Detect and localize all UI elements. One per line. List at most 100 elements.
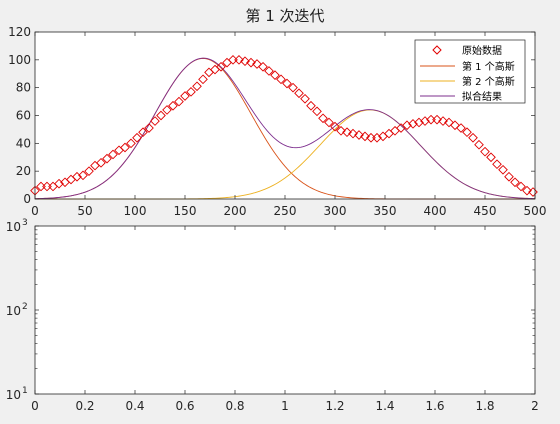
y-tick-label: 10 xyxy=(6,388,21,402)
data-point xyxy=(258,61,268,72)
data-point xyxy=(276,74,286,85)
y-tick-label: 0 xyxy=(23,192,31,206)
data-point xyxy=(198,74,208,85)
x-tick-label: 400 xyxy=(424,204,447,218)
data-point xyxy=(348,128,358,139)
data-point xyxy=(354,130,364,140)
x-tick-label: 1.8 xyxy=(475,399,494,413)
data-point xyxy=(330,121,340,132)
data-point xyxy=(408,119,418,129)
data-point xyxy=(474,139,484,150)
data-point xyxy=(126,138,136,149)
data-point xyxy=(456,123,466,133)
data-point xyxy=(306,100,316,111)
data-point xyxy=(372,132,382,143)
y-tick-label: 10 xyxy=(6,220,21,234)
data-point xyxy=(72,171,82,182)
top-data-points xyxy=(30,54,538,197)
legend-item-data: 原始数据 xyxy=(432,44,502,57)
y-tick-label: 80 xyxy=(16,81,31,95)
data-point xyxy=(144,123,154,133)
data-point xyxy=(420,116,430,126)
data-point xyxy=(234,54,244,65)
y-tick-exponent: 2 xyxy=(22,302,28,312)
data-point xyxy=(240,56,250,67)
data-point xyxy=(312,106,322,117)
data-point xyxy=(162,105,172,115)
data-point xyxy=(360,131,370,142)
x-tick-label: 250 xyxy=(274,204,297,218)
legend-item-gauss2: 第 2 个高斯 xyxy=(420,75,515,88)
data-point xyxy=(486,152,496,163)
bottom-x-ticks: 0 0.2 0.4 0.6 0.8 1 1.2 1.4 1.6 1.8 2 xyxy=(31,226,539,413)
x-tick-label: 200 xyxy=(224,204,247,218)
data-point xyxy=(216,61,226,72)
legend-item-fit: 拟合结果 xyxy=(420,90,502,103)
legend-label-gauss1: 第 1 个高斯 xyxy=(462,60,515,73)
data-point xyxy=(264,66,274,76)
data-point xyxy=(438,116,448,126)
y-tick-exponent: 3 xyxy=(22,218,28,228)
data-point xyxy=(84,166,94,177)
top-x-ticks: 0 50 100 150 200 250 300 350 400 450 500 xyxy=(31,32,546,218)
data-point xyxy=(180,91,190,101)
figure-title: 第 1 次迭代 xyxy=(245,7,324,25)
x-tick-label: 1 xyxy=(281,399,289,413)
data-point xyxy=(522,185,532,196)
x-tick-label: 500 xyxy=(524,204,547,218)
data-point xyxy=(174,96,184,107)
x-tick-label: 50 xyxy=(77,204,92,218)
x-tick-label: 1.6 xyxy=(425,399,444,413)
data-point xyxy=(462,127,472,138)
data-point xyxy=(168,100,178,111)
data-point xyxy=(150,116,160,126)
top-axes: 0 50 100 150 200 250 300 350 400 450 500 0 20 40 60 80… xyxy=(8,25,546,218)
data-point xyxy=(102,153,112,164)
legend-label-gauss2: 第 2 个高斯 xyxy=(462,75,515,88)
x-tick-label: 0.4 xyxy=(125,399,144,413)
x-tick-label: 100 xyxy=(124,204,147,218)
data-point xyxy=(288,82,298,93)
legend-diamond-marker xyxy=(432,45,442,55)
data-point xyxy=(528,187,538,197)
x-tick-label: 450 xyxy=(474,204,497,218)
y-tick-label: 100 xyxy=(8,53,31,67)
data-point xyxy=(336,125,346,136)
data-point xyxy=(138,127,148,138)
data-point xyxy=(132,132,142,143)
x-tick-label: 0.8 xyxy=(225,399,244,413)
data-point xyxy=(342,127,352,138)
x-tick-label: 150 xyxy=(174,204,197,218)
data-point xyxy=(450,120,460,131)
data-point xyxy=(54,178,64,189)
data-point xyxy=(480,146,490,157)
data-point xyxy=(516,181,526,192)
legend: 原始数据 第 1 个高斯 第 2 个高斯 拟合结果 xyxy=(414,39,526,104)
legend-label-fit: 拟合结果 xyxy=(462,90,502,103)
data-point xyxy=(402,120,412,131)
data-point xyxy=(294,88,304,99)
data-point xyxy=(192,81,202,92)
top-y-ticks: 0 20 40 60 80 100 120 xyxy=(8,25,535,206)
data-point xyxy=(414,117,424,128)
x-tick-label: 350 xyxy=(374,204,397,218)
data-point xyxy=(498,164,508,175)
x-tick-label: 2 xyxy=(531,399,539,413)
data-point xyxy=(300,93,310,104)
data-point xyxy=(108,149,118,160)
data-point xyxy=(282,78,292,89)
x-tick-label: 0 xyxy=(31,399,39,413)
data-point xyxy=(270,70,280,80)
data-point xyxy=(444,117,454,128)
data-point xyxy=(246,57,256,68)
data-point xyxy=(492,159,502,170)
data-point xyxy=(156,110,166,121)
bottom-plot-area xyxy=(35,226,535,394)
y-tick-exponent: 1 xyxy=(22,386,28,396)
data-point xyxy=(186,87,196,97)
x-tick-label: 300 xyxy=(324,204,347,218)
data-point xyxy=(318,113,328,124)
